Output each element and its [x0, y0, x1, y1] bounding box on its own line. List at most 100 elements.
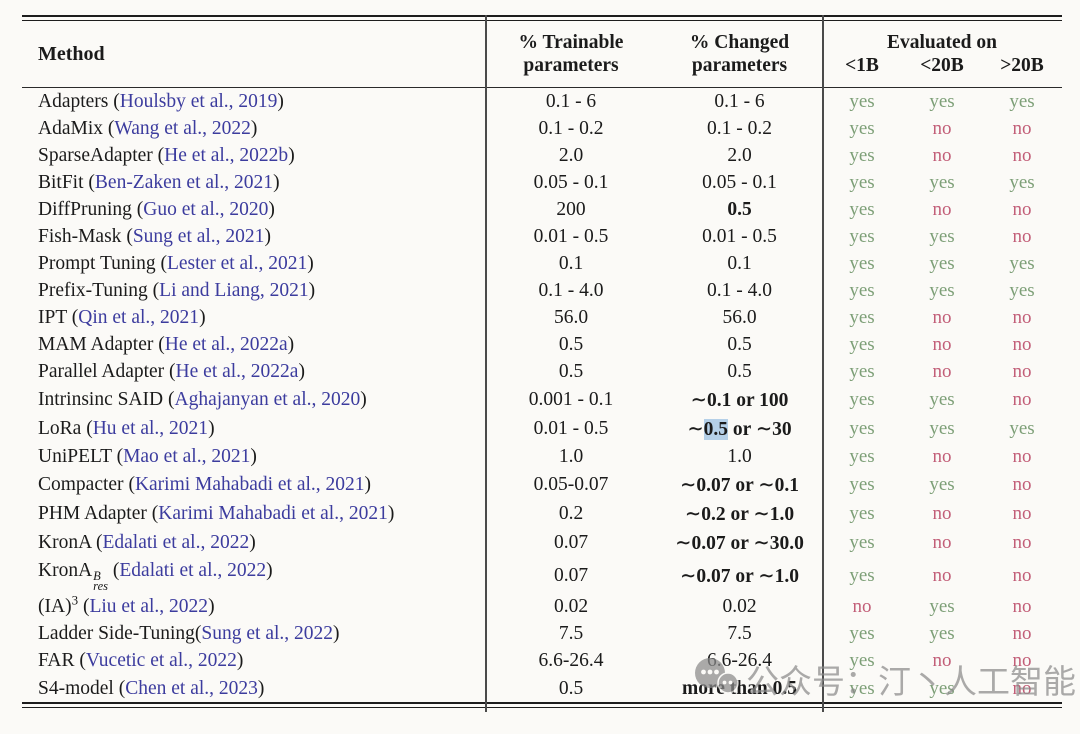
table-row: BitFit (Ben-Zaken et al., 2021) 0.05 - 0.… — [22, 169, 1062, 196]
method-name: BitFit — [38, 171, 84, 193]
changed-cell: 0.5 — [727, 333, 752, 355]
table-row: Fish-Mask (Sung et al., 2021) 0.01 - 0.5 0… — [22, 223, 1062, 250]
citation-link[interactable]: Hu et al., 2021 — [92, 418, 209, 440]
citation-link[interactable]: Liu et al., 2022 — [89, 596, 209, 618]
eval-gt20b: no — [1012, 333, 1032, 355]
trainable-cell: 0.2 — [558, 503, 584, 525]
eval-lt1b: yes — [849, 389, 875, 411]
method-name: IPT — [38, 306, 67, 328]
citation-link[interactable]: Mao et al., 2021 — [123, 446, 251, 468]
method-name: SparseAdapter — [38, 144, 153, 166]
citation-paren: ) — [288, 144, 295, 166]
trainable-cell: 7.5 — [558, 623, 584, 645]
citation-paren: ) — [277, 90, 284, 112]
citation-link[interactable]: Qin et al., 2021 — [78, 306, 200, 328]
citation-link[interactable]: He et al., 2022b — [164, 144, 289, 166]
eval-lt1b: yes — [849, 650, 875, 672]
citation-paren: ( — [108, 560, 120, 582]
eval-lt20b: no — [932, 532, 952, 554]
method-cell: Compacter (Karimi Mahabadi et al., 2021) — [22, 474, 485, 496]
changed-cell: 0.1 - 0.2 — [707, 117, 772, 139]
citation-link[interactable]: Vucetic et al., 2022 — [85, 650, 237, 672]
citation-paren: ( — [66, 306, 79, 328]
eval-gt20b: no — [1012, 596, 1032, 618]
method-name: Compacter — [38, 474, 124, 496]
citation-link[interactable]: Li and Liang, 2021 — [159, 279, 309, 301]
eval-gt20b: no — [1012, 117, 1032, 139]
citation-paren: ( — [163, 389, 175, 411]
eval-gt20b: no — [1012, 474, 1032, 496]
citation-paren: ( — [164, 360, 176, 382]
citation-link[interactable]: He et al., 2022a — [164, 333, 288, 355]
citation-paren: ( — [91, 532, 103, 554]
eval-lt1b: yes — [849, 532, 875, 554]
eval-gt20b: no — [1012, 306, 1032, 328]
method-cell: S4-model (Chen et al., 2023) — [22, 678, 485, 700]
citation-paren: ) — [287, 333, 295, 355]
changed-cell: 56.0 — [722, 306, 757, 328]
table-body: Adapters (Houlsby et al., 2019) 0.1 - 6 0.… — [22, 88, 1062, 702]
changed-cell: ∼0.1 or 100 — [690, 390, 789, 412]
citation-link[interactable]: Ben-Zaken et al., 2021 — [94, 171, 274, 193]
citation-paren: ( — [103, 117, 115, 139]
trainable-cell: 0.1 - 0.2 — [538, 117, 604, 139]
citation-paren: ) — [250, 446, 257, 468]
citation-link[interactable]: Houlsby et al., 2019 — [119, 90, 278, 112]
eval-gt20b: no — [1012, 144, 1032, 166]
citation-paren: ) — [308, 279, 316, 301]
method-cell: SparseAdapter (He et al., 2022b) — [22, 145, 485, 167]
trainable-cell: 0.02 — [553, 596, 589, 618]
citation-link[interactable]: Lester et al., 2021 — [166, 252, 308, 274]
method-cell: (IA)3 (Liu et al., 2022) — [22, 594, 485, 618]
eval-lt20b: yes — [929, 225, 955, 247]
changed-cell: 2.0 — [727, 144, 752, 166]
method-cell: KronA (Edalati et al., 2022) — [22, 532, 485, 554]
col-header-lt1b: <1B — [845, 55, 879, 76]
method-name: (IA) — [38, 596, 72, 618]
method-cell: Prompt Tuning (Lester et al., 2021) — [22, 253, 485, 275]
trainable-cell: 0.5 — [558, 360, 584, 382]
changed-cell: ∼0.07 or ∼1.0 — [680, 565, 799, 587]
citation-paren: ) — [264, 225, 271, 247]
changed-cell: 0.1 - 6 — [714, 90, 765, 112]
method-cell: UniPELT (Mao et al., 2021) — [22, 446, 485, 468]
column-divider-method — [485, 15, 487, 712]
citation-link[interactable]: Chen et al., 2023 — [125, 677, 258, 699]
method-cell: DiffPruning (Guo et al., 2020) — [22, 199, 485, 221]
citation-paren: ( — [194, 623, 202, 645]
citation-paren: ) — [364, 474, 372, 496]
citation-paren: ( — [121, 225, 133, 247]
citation-link[interactable]: He et al., 2022a — [175, 360, 299, 382]
method-name: S4-model — [38, 677, 114, 699]
method-name: LoRa — [38, 418, 82, 440]
citation-link[interactable]: Guo et al., 2020 — [143, 198, 269, 220]
eval-lt1b: yes — [849, 90, 875, 112]
trainable-cell: 0.07 — [553, 564, 589, 586]
citation-link[interactable]: Aghajanyan et al., 2020 — [174, 389, 361, 411]
citation-link[interactable]: Sung et al., 2021 — [132, 225, 265, 247]
changed-cell: 0.05 - 0.1 — [702, 171, 777, 193]
table-row: Ladder Side-Tuning(Sung et al., 2022) 7.5… — [22, 621, 1062, 648]
citation-link[interactable]: Wang et al., 2022 — [114, 117, 251, 139]
method-name: FAR — [38, 650, 75, 672]
citation-paren: ) — [266, 560, 273, 582]
eval-lt1b: yes — [849, 117, 875, 139]
citation-paren: ( — [108, 90, 120, 112]
table-row: FAR (Vucetic et al., 2022) 6.6-26.4 6.6-26… — [22, 648, 1062, 675]
citation-paren: ( — [146, 503, 159, 525]
citation-link[interactable]: Sung et al., 2022 — [201, 623, 334, 645]
eval-lt1b: yes — [849, 623, 875, 645]
citation-link[interactable]: Karimi Mahabadi et al., 2021 — [158, 503, 388, 525]
column-divider-evaluated — [822, 15, 824, 712]
method-name: Intrinsinc SAID — [38, 389, 164, 411]
eval-lt20b: yes — [929, 474, 955, 496]
citation-link[interactable]: Edalati et al., 2022 — [119, 560, 267, 582]
citation-link[interactable]: Karimi Mahabadi et al., 2021 — [134, 474, 365, 496]
table-header: Method % Trainable parameters % Changed … — [22, 21, 1062, 87]
trainable-cell: 0.05-0.07 — [533, 474, 609, 496]
citation-link[interactable]: Edalati et al., 2022 — [102, 532, 250, 554]
table-row: SparseAdapter (He et al., 2022b) 2.0 2.0 ye… — [22, 142, 1062, 169]
